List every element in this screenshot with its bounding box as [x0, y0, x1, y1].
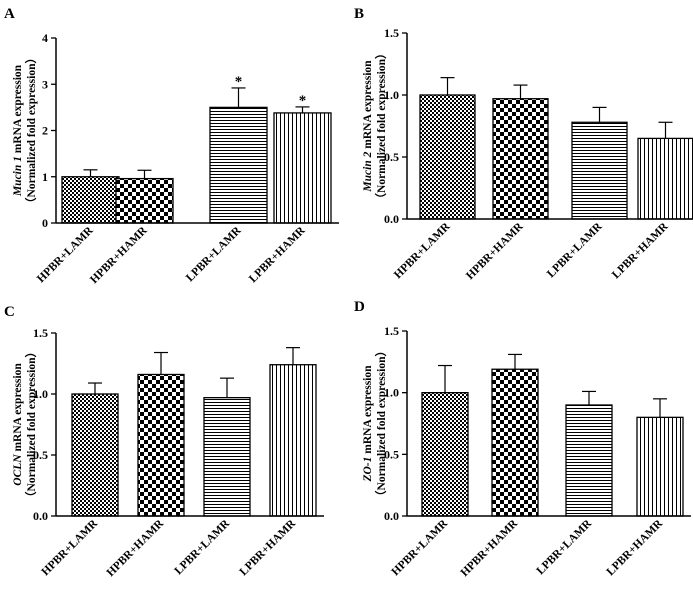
bar-2: [137, 373, 185, 517]
y-tick-label: 0: [42, 216, 48, 230]
y-tick-label: 1.0: [384, 386, 399, 400]
y-tick-label: 0.0: [33, 509, 48, 523]
x-category-label: LPBR+HAMR: [610, 220, 671, 281]
bar-2: [492, 98, 549, 220]
error-bar-4: [295, 106, 310, 113]
y-tick-label: 3: [42, 77, 48, 91]
gene-name: Mucin 1: [12, 156, 24, 197]
chart-panel-c: C 0.0 0.5 1.0 1.5 HPBR+LAMR HPBR+HAMR LPBR+LAMR…: [4, 304, 324, 579]
error-bar-3: [231, 87, 246, 108]
y-tick-label: 1.0: [384, 88, 399, 102]
y-tick-label: 2: [42, 124, 48, 138]
chart-panel-b: B 0.0 0.5 1.0 1.5 HPBR+LAMR HPBR+HAMR LPBR+LAMR…: [354, 6, 693, 282]
y-axis-label-line2: （Normalized fold expression）: [374, 345, 388, 502]
significance-star: *: [299, 93, 307, 109]
bar-4: [637, 137, 693, 220]
y-tick-label: 1: [42, 170, 48, 184]
error-bar-2: [137, 169, 152, 179]
error-bar-4: [658, 121, 673, 139]
y-axis-label: OCLN mRNA expression: [12, 363, 24, 486]
error-bar-3: [592, 106, 607, 123]
x-category-label: HPBR+LAMR: [35, 224, 96, 285]
bar-1: [61, 176, 120, 224]
x-category-label: LPBR+LAMR: [545, 220, 605, 280]
gene-name: Mucin 2: [362, 151, 374, 192]
bar-2: [115, 177, 174, 224]
axes: 0.0 0.5 1.0 1.5: [384, 324, 691, 523]
y-tick-label: 0.0: [384, 509, 399, 523]
error-bar-1: [440, 77, 455, 95]
x-category-label: HPBR+LAMR: [392, 220, 453, 281]
y-tick-label: 1.5: [384, 324, 399, 338]
y-tick-label: 4: [42, 31, 48, 45]
x-category-label: HPBR+HAMR: [105, 517, 167, 579]
error-bar-2: [154, 351, 168, 375]
gene-name: OCLN: [12, 454, 24, 486]
y-tick-label: 1.5: [33, 326, 48, 340]
chart-panel-d: D 0.0 0.5 1.0 1.5 HPBR+LAMR HPBR+HAMR LPBR+LAMR…: [354, 299, 691, 579]
y-tick-label: 1.5: [384, 26, 399, 40]
y-axis-label-line2: （Normalized fold expression）: [24, 52, 38, 209]
y-axis-label-line2: （Normalized fold expression）: [24, 346, 38, 503]
x-category-label: HPBR+LAMR: [390, 517, 451, 578]
y-axis-label: Mucin 2 mRNA expression: [362, 60, 374, 193]
bar-4: [269, 364, 317, 517]
axes: 0.0 0.5 1.0 1.5: [33, 326, 324, 523]
bar-3: [571, 121, 628, 220]
bar-3: [565, 404, 613, 517]
error-bar-3: [582, 390, 596, 405]
y-axis-label-line2: （Normalized fold expression）: [374, 48, 388, 205]
y-tick-label: 0.5: [384, 447, 399, 461]
y-axis-label-rest: mRNA expression: [362, 60, 374, 152]
bar-1: [71, 393, 119, 517]
significance-star: *: [235, 74, 243, 90]
panel-letter: C: [4, 304, 15, 320]
bar-2: [491, 368, 539, 517]
axes: 0 1 2 3 4: [42, 31, 339, 230]
y-axis-label-rest: mRNA expression: [12, 363, 24, 455]
error-bar-2: [513, 84, 528, 99]
error-bar-1: [88, 382, 102, 394]
bar-3: [203, 397, 251, 517]
y-tick-label: 0.5: [33, 448, 48, 462]
bar-4: [273, 112, 332, 224]
y-tick-label: 0.5: [384, 150, 399, 164]
panel-letter: D: [354, 299, 365, 315]
bar-4: [636, 416, 684, 517]
x-category-label: LPBR+LAMR: [534, 517, 594, 577]
error-bar-3: [220, 377, 234, 398]
y-tick-label: 1.0: [33, 387, 48, 401]
error-bar-2: [508, 353, 522, 370]
axes: 0.0 0.5 1.0 1.5: [384, 26, 693, 226]
x-category-label: HPBR+LAMR: [40, 517, 101, 578]
x-category-label: LPBR+HAMR: [247, 224, 308, 285]
y-axis-label-rest: mRNA expression: [362, 365, 374, 457]
error-bar-4: [653, 398, 667, 418]
x-category-label: LPBR+LAMR: [184, 224, 244, 284]
y-axis-label: Mucin 1 mRNA expression: [12, 64, 24, 197]
x-category-label: LPBR+HAMR: [605, 517, 666, 578]
y-axis-label-rest: mRNA expression: [12, 64, 24, 156]
panel-letter: B: [354, 6, 364, 22]
x-category-label: LPBR+LAMR: [172, 517, 232, 577]
x-category-label: LPBR+HAMR: [238, 517, 299, 578]
bar-3: [209, 106, 268, 224]
bar-1: [419, 94, 476, 220]
error-bar-4: [286, 347, 300, 365]
error-bar-1: [83, 169, 98, 177]
bar-1: [421, 392, 469, 517]
y-axis-label: ZO-1 mRNA expression: [362, 365, 374, 483]
x-category-label: HPBR+HAMR: [88, 224, 150, 286]
panel-letter: A: [4, 6, 15, 22]
y-tick-label: 0.0: [384, 212, 399, 226]
x-category-label: HPBR+HAMR: [459, 517, 521, 579]
error-bar-1: [438, 364, 452, 393]
gene-name: ZO-1: [362, 457, 374, 483]
x-category-label: HPBR+HAMR: [464, 220, 526, 282]
